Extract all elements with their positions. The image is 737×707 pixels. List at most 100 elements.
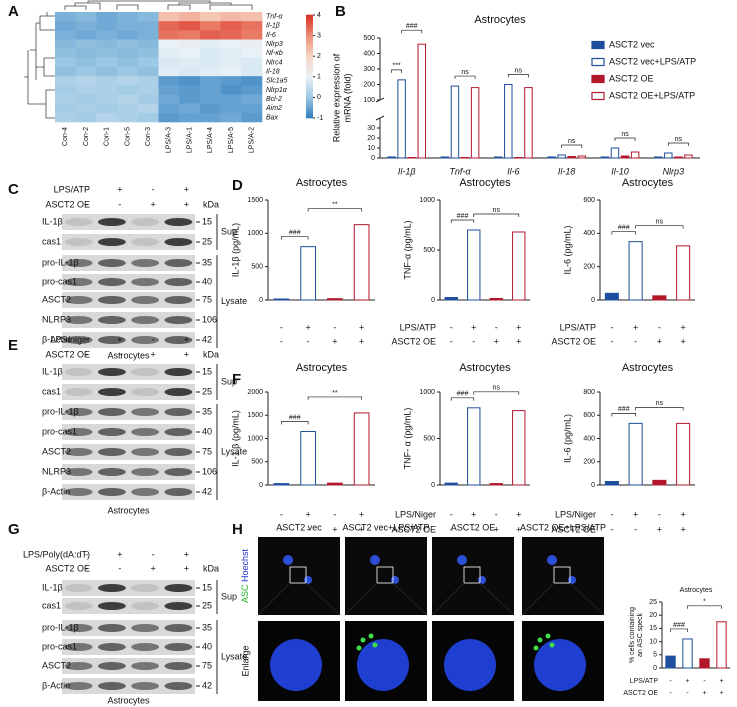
y-tick-label: 600	[583, 197, 595, 204]
blot-band	[131, 448, 160, 456]
heatmap-row-label: Il-18	[266, 68, 280, 75]
treatment-sign: -	[634, 524, 637, 534]
nucleus	[444, 639, 496, 691]
blot-band	[64, 368, 93, 376]
band-label: ASCT2	[42, 660, 71, 670]
blot-caption: Astrocytes	[107, 350, 150, 360]
significance-bracket	[401, 29, 423, 34]
blot-strip	[62, 580, 195, 596]
panel-label: C	[8, 181, 19, 198]
heatmap-cell	[199, 39, 221, 49]
colorbar-segment	[306, 16, 313, 19]
treatment-sign: -	[307, 524, 310, 534]
y-axis-label: IL-1 β (pg/mL)	[230, 410, 240, 467]
heatmap-cell	[158, 30, 180, 40]
heatmap-cell	[137, 112, 159, 123]
treatment-label: ASCT2 OE	[391, 524, 436, 534]
blot-band	[97, 682, 126, 690]
treatment-label: ASCT2 OE	[623, 690, 658, 697]
heatmap-cell	[220, 112, 242, 123]
image-column-label: ASCT2 vec	[276, 522, 322, 532]
heatmap-cell	[158, 21, 180, 31]
y-axis-label: TNF-α (pg/mL)	[402, 220, 412, 279]
heatmap-cell	[75, 30, 97, 40]
colorbar-segment	[306, 74, 313, 78]
treatment-sign: -	[495, 322, 498, 332]
bar	[460, 157, 470, 159]
row-dendrogram	[24, 12, 55, 119]
colorbar-segment	[306, 83, 313, 86]
treatment-label: ASCT2 OE	[551, 336, 596, 346]
colorbar-segment	[306, 107, 313, 110]
treatment-label: ASCT2 OE	[45, 349, 90, 359]
significance-bracket	[635, 407, 684, 411]
chart-title: Astrocytes	[474, 14, 526, 26]
blot-band	[64, 336, 93, 344]
treatment-sign: +	[471, 322, 476, 332]
heatmap-cell	[179, 85, 201, 95]
treatment-label: LPS/Niger	[395, 509, 436, 519]
heatmap-cell	[117, 21, 139, 31]
heatmap-column-label: Con-2	[83, 127, 90, 146]
heatmap-cell	[137, 39, 159, 49]
treatment-sign: +	[702, 690, 706, 697]
heatmap-cell	[75, 67, 97, 77]
treatment-sign: -	[472, 336, 475, 346]
bar	[652, 479, 667, 486]
colorbar-tick-label: -1	[317, 115, 323, 122]
x-tick-label: Il-10	[611, 166, 629, 176]
blot-band	[131, 316, 160, 324]
section-label: Lysate	[221, 446, 247, 456]
colorbar-segment	[306, 42, 313, 45]
treatment-sign: +	[719, 690, 723, 697]
band-label: β-Actin	[42, 486, 70, 496]
heatmap-row-label: Slc1a5	[266, 78, 288, 85]
blot-band	[97, 408, 126, 416]
section-label: Lysate	[221, 296, 247, 306]
bar	[327, 482, 343, 486]
bar	[512, 231, 526, 301]
y-axis-label: TNF- α (pg/mL)	[402, 408, 412, 470]
blot-band	[131, 259, 160, 267]
heatmap-column-label: LPS/A-1	[186, 127, 193, 153]
heatmap-cell	[96, 30, 118, 40]
y-tick-label: 500	[423, 435, 435, 442]
y-tick-label: 500	[251, 459, 263, 466]
treatment-sign: -	[85, 563, 88, 573]
colorbar-segment	[306, 91, 313, 95]
y-tick-label: 10	[649, 638, 657, 645]
significance-bracket	[614, 137, 636, 141]
heatmap-cell	[179, 76, 201, 86]
band-label: IL-1β	[42, 216, 63, 226]
nucleus	[283, 555, 293, 565]
blot-band	[164, 643, 193, 651]
heatmap-cell	[158, 112, 180, 123]
blot-strip	[62, 234, 195, 250]
blot-band	[164, 408, 193, 416]
heatmap-cell	[158, 12, 180, 22]
kda-label: 35	[202, 622, 212, 632]
blot-band	[164, 259, 193, 267]
chart-title: Astrocytes	[622, 177, 674, 189]
treatment-sign: -	[118, 349, 121, 359]
y-tick-label: 1500	[247, 197, 263, 204]
zoom-box	[289, 566, 307, 584]
bar	[524, 87, 533, 159]
treatment-sign: -	[686, 690, 689, 697]
heatmap-cell	[55, 21, 76, 31]
blot-band	[64, 259, 93, 267]
heatmap-cell	[158, 76, 180, 86]
heatmap-cell	[241, 112, 263, 123]
blot-band	[131, 388, 160, 396]
treatment-sign: -	[669, 678, 672, 685]
asc-speck	[356, 645, 362, 651]
heatmap-cell	[220, 103, 242, 114]
treatment-sign: -	[450, 509, 453, 519]
heatmap-cell	[75, 94, 97, 104]
colorbar-segment	[306, 97, 313, 100]
bar	[417, 43, 427, 159]
heatmap-column-label: Con-1	[104, 127, 111, 146]
significance-bracket	[611, 413, 636, 417]
y-tick-label: 0	[653, 665, 657, 672]
bar	[327, 298, 343, 301]
